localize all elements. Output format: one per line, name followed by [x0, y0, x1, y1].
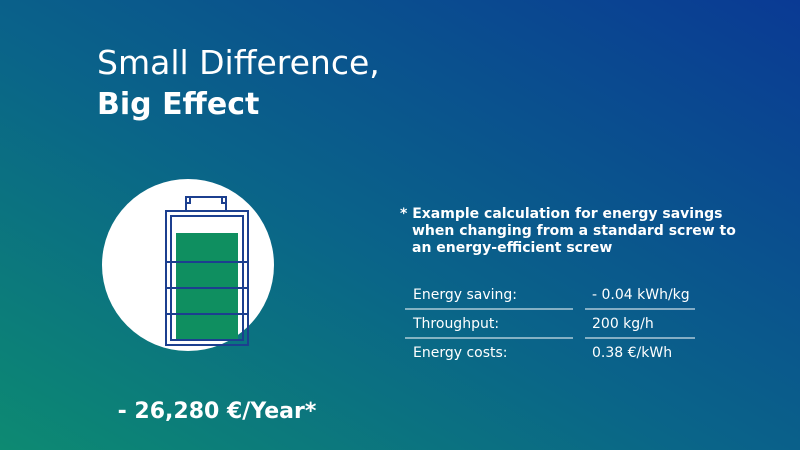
row-value: - 0.04 kWh/kg	[592, 287, 690, 303]
battery-icon	[165, 196, 249, 346]
title-line2: Big Effect	[97, 87, 259, 122]
row-label: Energy saving:	[413, 287, 517, 303]
note-line: an energy-efficient screw	[412, 240, 612, 256]
note-line: * Example calculation for energy savings	[400, 206, 722, 222]
row-value: 200 kg/h	[592, 316, 654, 332]
row-label: Energy costs:	[413, 345, 508, 361]
note: * Example calculation for energy savings…	[400, 206, 736, 256]
result-text: - 26,280 €/Year*	[118, 399, 317, 424]
title-line1: Small Difference,	[97, 43, 380, 82]
note-line: when changing from a standard screw to	[412, 223, 736, 239]
parameter-table: Energy saving: - 0.04 kWh/kg Throughput: 20…	[405, 287, 695, 361]
row-label: Throughput:	[412, 316, 499, 332]
row-value: 0.38 €/kWh	[592, 345, 672, 361]
